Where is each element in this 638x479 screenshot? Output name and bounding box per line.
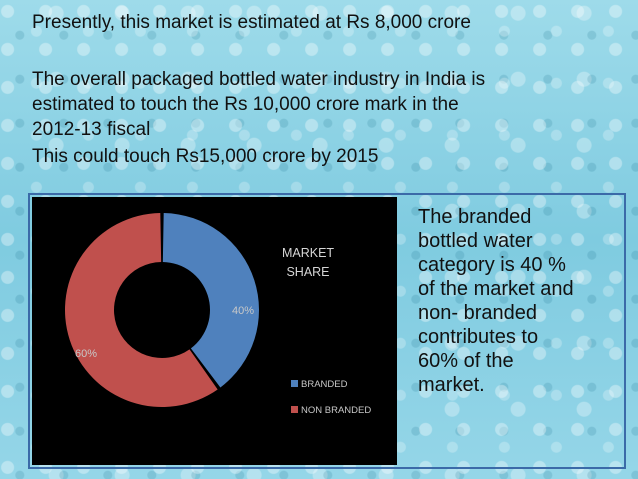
slice-branded [162,213,259,388]
content-frame [28,193,626,469]
legend-swatch-branded [291,380,298,387]
slice-non-branded [64,213,218,407]
body-line-3: 2012-13 fiscal [32,119,151,140]
side-line-7: 60% of the [418,350,514,372]
chart-title-line-2: SHARE [286,265,329,279]
headline-estimate: Presently, this market is estimated at R… [32,12,471,33]
side-line-1: The branded [418,206,532,228]
data-label-branded: 40% [232,305,254,317]
data-label-non-branded: 60% [75,348,97,360]
side-line-4: of the market and [418,278,574,300]
legend-label-branded: BRANDED [301,379,348,390]
legend-swatch-non-branded [291,406,298,413]
market-share-chart: 40% 60% MARKET SHARE BRANDED NON BRANDED [32,197,397,465]
chart-svg: 40% 60% MARKET SHARE BRANDED NON BRANDED [64,213,371,416]
body-line-4: This could touch Rs15,000 crore by 2015 [32,146,379,167]
side-line-3: category is 40 % [418,254,566,276]
side-line-6: contributes to [418,326,539,348]
side-line-8: market. [418,374,485,396]
side-description: The branded bottled water category is 40… [418,205,618,397]
chart-title-line-1: MARKET [282,246,334,260]
side-line-2: bottled water [418,230,533,252]
body-line-2: estimated to touch the Rs 10,000 crore m… [32,94,459,115]
body-line-1: The overall packaged bottled water indus… [32,69,486,90]
legend-label-non-branded: NON BRANDED [301,405,371,416]
side-line-5: non- branded [418,302,537,324]
